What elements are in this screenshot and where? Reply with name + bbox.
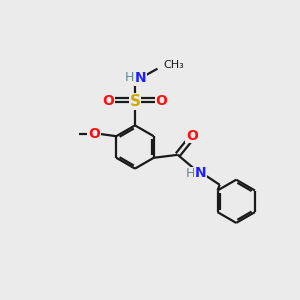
Text: S: S <box>130 94 140 109</box>
Text: N: N <box>135 71 146 85</box>
Text: O: O <box>103 94 115 108</box>
Text: O: O <box>186 129 198 142</box>
Text: O: O <box>155 94 167 108</box>
Text: O: O <box>88 127 100 141</box>
Text: H: H <box>186 167 195 180</box>
Text: H: H <box>125 71 134 84</box>
Text: CH₃: CH₃ <box>164 60 184 70</box>
Text: N: N <box>195 166 207 180</box>
